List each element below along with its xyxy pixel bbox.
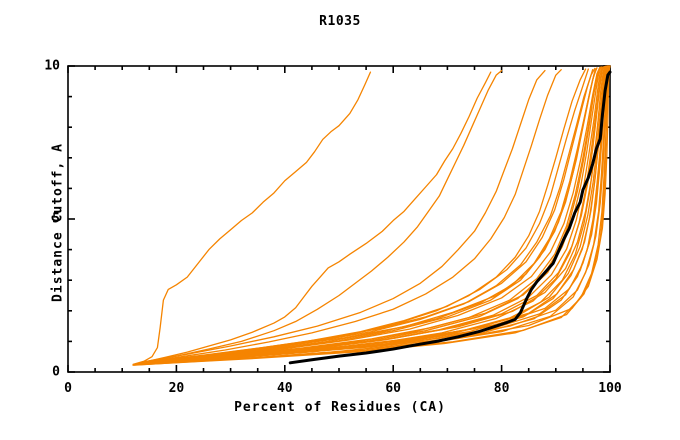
model-curve: [137, 65, 611, 365]
model-curve: [137, 65, 608, 365]
x-tick-label: 0: [64, 381, 72, 396]
model-curve: [140, 66, 601, 364]
model-curve: [143, 69, 594, 363]
model-curves: [132, 65, 611, 366]
x-tick-label: 80: [493, 381, 510, 396]
model-curve: [145, 65, 607, 363]
model-curve: [146, 65, 610, 362]
model-curve: [136, 65, 611, 365]
model-curve: [143, 69, 503, 363]
model-curve: [133, 65, 606, 366]
model-curve: [143, 65, 611, 363]
x-tick-label: 20: [168, 381, 185, 396]
x-tick-label: 100: [598, 381, 622, 396]
axis-ticks: [67, 65, 611, 373]
model-curve: [144, 67, 598, 363]
model-curve: [140, 71, 492, 364]
model-curve: [137, 69, 562, 365]
x-tick-label: 40: [276, 381, 293, 396]
y-tick-label: 0: [52, 364, 60, 380]
chart-title: R1035: [319, 14, 361, 29]
reference-model-curve: [288, 70, 612, 365]
model-curve: [142, 65, 610, 363]
model-curve: [132, 71, 372, 365]
model-curve: [134, 66, 604, 366]
model-curve: [145, 69, 546, 362]
y-tick-label: 5: [52, 211, 60, 227]
y-tick-label: 10: [44, 58, 60, 74]
x-tick-label: 60: [385, 381, 402, 396]
reference-curve: [288, 70, 612, 365]
model-curve: [138, 65, 607, 365]
model-curve: [136, 68, 597, 365]
x-axis-label: Percent of Residues (CA): [234, 400, 446, 415]
